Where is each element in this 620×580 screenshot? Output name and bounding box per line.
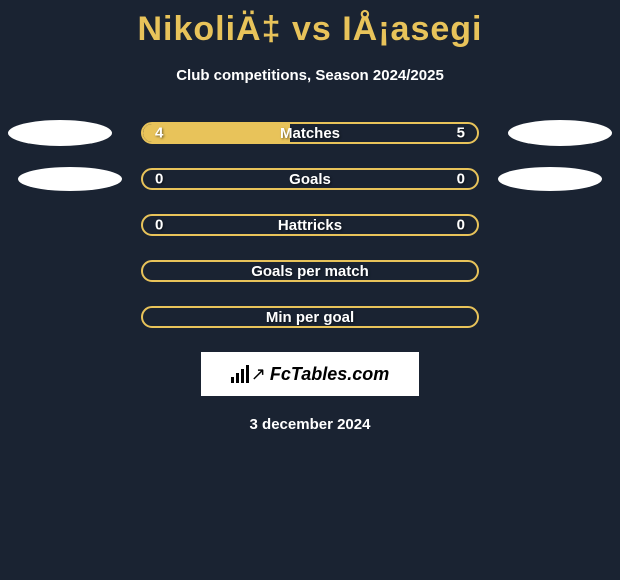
stat-row: 4 Matches 5 — [0, 122, 620, 144]
bar-fill — [143, 124, 290, 142]
stat-label: Goals per match — [251, 263, 369, 280]
stat-left-value: 4 — [155, 125, 163, 142]
stat-row: 0 Goals 0 — [0, 168, 620, 190]
right-ellipse — [498, 167, 602, 191]
stat-bar: 0 Hattricks 0 — [141, 214, 479, 236]
stat-label: Hattricks — [278, 217, 342, 234]
stat-bar: Min per goal — [141, 306, 479, 328]
left-ellipse — [8, 120, 112, 146]
logo-text: FcTables.com — [270, 364, 389, 385]
logo-content: ↗ FcTables.com — [231, 364, 389, 385]
stat-row: Min per goal — [0, 306, 620, 328]
logo-box: ↗ FcTables.com — [201, 352, 419, 396]
right-ellipse — [508, 120, 612, 146]
comparison-subtitle: Club competitions, Season 2024/2025 — [0, 67, 620, 84]
stat-right-value: 0 — [457, 217, 465, 234]
stat-row: Goals per match — [0, 260, 620, 282]
stat-bar: 4 Matches 5 — [141, 122, 479, 144]
stat-right-value: 0 — [457, 171, 465, 188]
chart-icon — [231, 365, 249, 383]
stat-right-value: 5 — [457, 125, 465, 142]
comparison-title: NikoliÄ‡ vs IÅ¡asegi — [0, 0, 620, 49]
stat-bar: Goals per match — [141, 260, 479, 282]
left-ellipse — [18, 167, 122, 191]
arrow-icon: ↗ — [251, 364, 266, 385]
stat-left-value: 0 — [155, 171, 163, 188]
stat-label: Min per goal — [266, 309, 354, 326]
stat-row: 0 Hattricks 0 — [0, 214, 620, 236]
stat-label: Goals — [289, 171, 331, 188]
comparison-date: 3 december 2024 — [0, 416, 620, 433]
stat-label: Matches — [280, 125, 340, 142]
stats-rows: 4 Matches 5 0 Goals 0 0 Hattricks 0 Goals per mat… — [0, 122, 620, 328]
stat-left-value: 0 — [155, 217, 163, 234]
stat-bar: 0 Goals 0 — [141, 168, 479, 190]
